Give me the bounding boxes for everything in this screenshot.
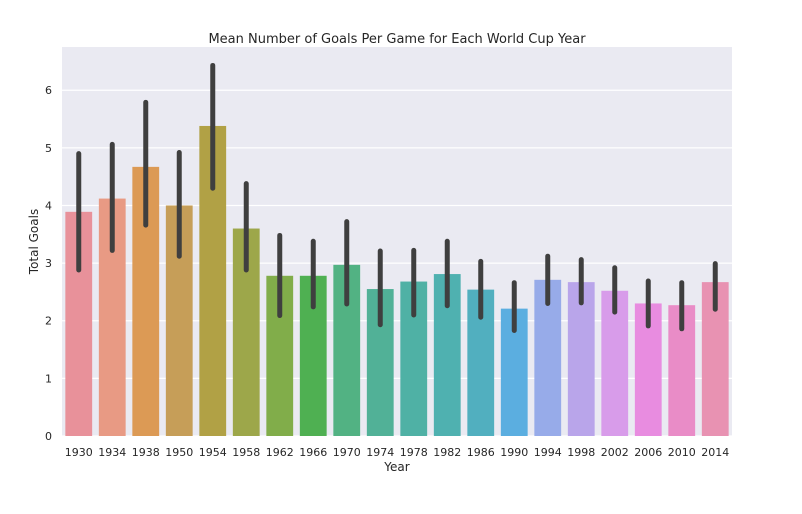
- x-tick-label: 1970: [333, 446, 361, 459]
- x-tick-label: 2002: [601, 446, 629, 459]
- x-axis-ticks: 1930 1934 1938 1950 1954 1958 1962 1966 1970 1974…: [65, 446, 730, 459]
- bar-2002: [601, 290, 629, 436]
- y-tick-label: 6: [45, 84, 52, 97]
- x-tick-label: 1930: [65, 446, 93, 459]
- x-tick-label: 2010: [668, 446, 696, 459]
- x-tick-label: 1954: [199, 446, 227, 459]
- y-tick-label: 0: [45, 430, 52, 443]
- y-tick-label: 4: [45, 199, 52, 212]
- x-tick-label: 1978: [400, 446, 428, 459]
- y-tick-label: 5: [45, 142, 52, 155]
- x-tick-label: 1938: [132, 446, 160, 459]
- x-tick-label: 1986: [467, 446, 495, 459]
- chart-title: Mean Number of Goals Per Game for Each W…: [208, 32, 586, 47]
- y-tick-label: 2: [45, 315, 52, 328]
- plot-background: [62, 47, 732, 436]
- x-axis-label: Year: [383, 460, 409, 474]
- x-tick-label: 1966: [299, 446, 327, 459]
- x-tick-label: 1958: [232, 446, 260, 459]
- y-axis-ticks: 0 1 2 3 4 5 6: [45, 84, 52, 443]
- x-tick-label: 2014: [701, 446, 729, 459]
- bar-1998: [567, 282, 595, 436]
- x-tick-label: 1994: [534, 446, 562, 459]
- x-tick-label: 2006: [634, 446, 662, 459]
- x-tick-label: 1982: [433, 446, 461, 459]
- y-tick-label: 3: [45, 257, 52, 270]
- x-tick-label: 1990: [500, 446, 528, 459]
- x-tick-label: 1962: [266, 446, 294, 459]
- error-bars: [76, 62, 718, 334]
- y-axis-label: Total Goals: [27, 209, 41, 275]
- x-tick-label: 1950: [165, 446, 193, 459]
- x-tick-label: 1934: [98, 446, 126, 459]
- x-tick-label: 1998: [567, 446, 595, 459]
- y-tick-label: 1: [45, 372, 52, 385]
- x-tick-label: 1974: [366, 446, 394, 459]
